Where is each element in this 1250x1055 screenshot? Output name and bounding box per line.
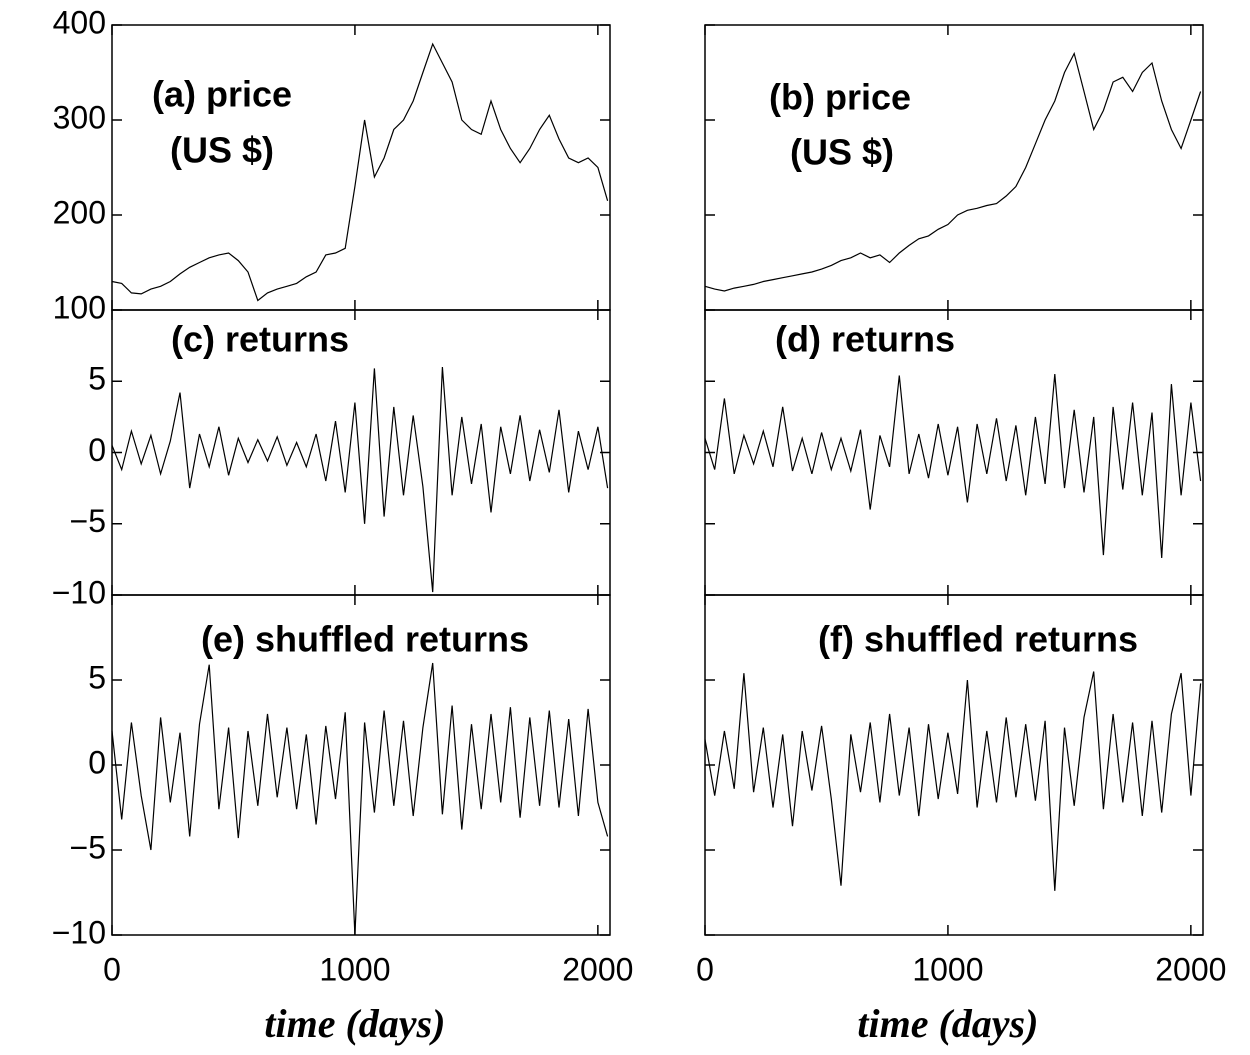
series-line [111, 662, 609, 936]
x-tick-label: 2000 [1155, 951, 1226, 987]
x-tick-label: 2000 [562, 951, 633, 987]
panel-subtitle: (US $) [170, 130, 274, 171]
y-tick-label: 200 [53, 194, 106, 230]
series-line [111, 42, 609, 302]
y-tick-label: 0 [88, 744, 106, 780]
y-tick-label: 400 [53, 4, 106, 40]
series-line [704, 374, 1202, 559]
panel-title: (f) shuffled returns [818, 619, 1138, 660]
y-tick-label: 0 [88, 432, 106, 468]
y-tick-label: −5 [70, 829, 106, 865]
panel-title: (a) price [152, 74, 292, 115]
y-tick-label: 5 [88, 659, 106, 695]
y-tick-label: −10 [52, 914, 106, 950]
panel-title: (b) price [769, 77, 911, 118]
series-line [704, 51, 1202, 292]
panel-title: (c) returns [171, 319, 349, 360]
series-line [704, 671, 1202, 891]
panel-frame [704, 24, 1204, 311]
y-tick-label: 300 [53, 99, 106, 135]
x-tick-label: 0 [103, 951, 121, 987]
series-line [111, 366, 609, 593]
y-tick-label: −10 [52, 574, 106, 610]
x-tick-label: 1000 [912, 951, 983, 987]
y-tick-label: −5 [70, 503, 106, 539]
panel-title: (e) shuffled returns [201, 619, 529, 660]
x-axis-label: time (days) [264, 1001, 445, 1046]
x-tick-label: 0 [696, 951, 714, 987]
y-tick-label: 5 [88, 361, 106, 397]
panel-subtitle: (US $) [790, 132, 894, 173]
x-tick-label: 1000 [319, 951, 390, 987]
y-tick-label: 100 [53, 289, 106, 325]
x-axis-label: time (days) [857, 1001, 1038, 1046]
panel-title: (d) returns [775, 319, 955, 360]
